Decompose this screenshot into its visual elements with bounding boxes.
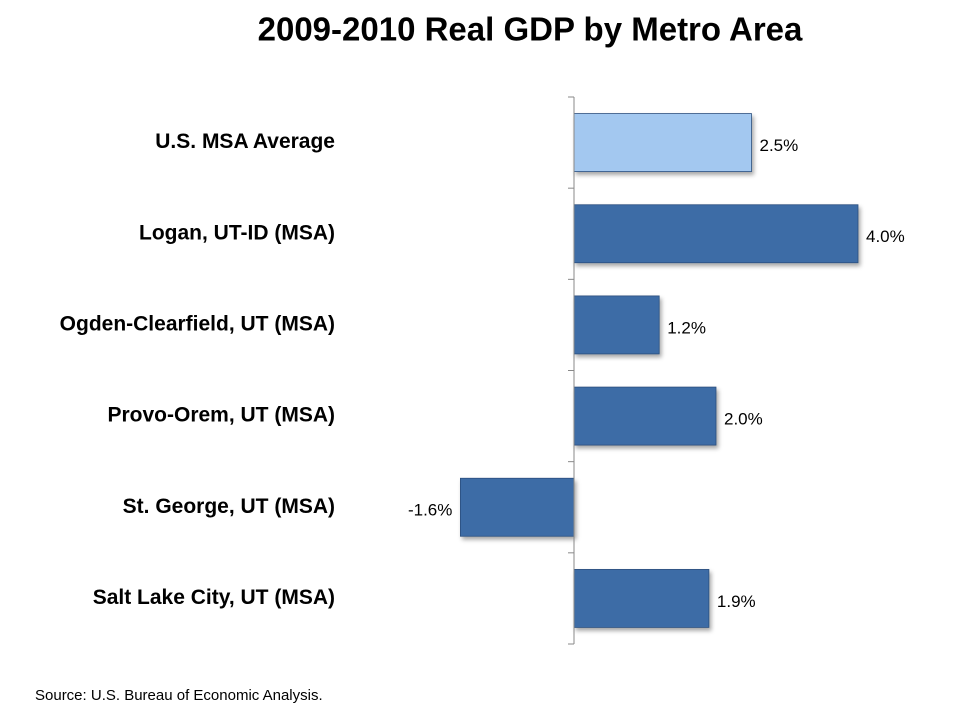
value-label: 2.5% [760,136,799,155]
bar [573,386,717,446]
y-tick-label: Salt Lake City, UT (MSA) [93,586,335,609]
bar [573,204,859,264]
value-label: 1.9% [717,592,756,611]
bar [573,295,660,355]
y-tick-label: St. George, UT (MSA) [123,495,335,518]
y-tick-label: U.S. MSA Average [155,130,335,153]
value-label: -1.6% [408,501,452,520]
y-tick-label: Logan, UT-ID (MSA) [139,221,335,244]
chart-title: 2009-2010 Real GDP by Metro Area [258,11,803,48]
value-label: 4.0% [866,227,905,246]
bar [459,477,575,537]
y-tick-label: Ogden-Clearfield, UT (MSA) [60,312,335,335]
value-label: 2.0% [724,410,763,429]
value-label: 1.2% [667,318,706,337]
bar [573,569,710,628]
bar [573,113,752,172]
source-note: Source: U.S. Bureau of Economic Analysis… [35,687,323,704]
y-tick-label: Provo-Orem, UT (MSA) [107,404,335,427]
